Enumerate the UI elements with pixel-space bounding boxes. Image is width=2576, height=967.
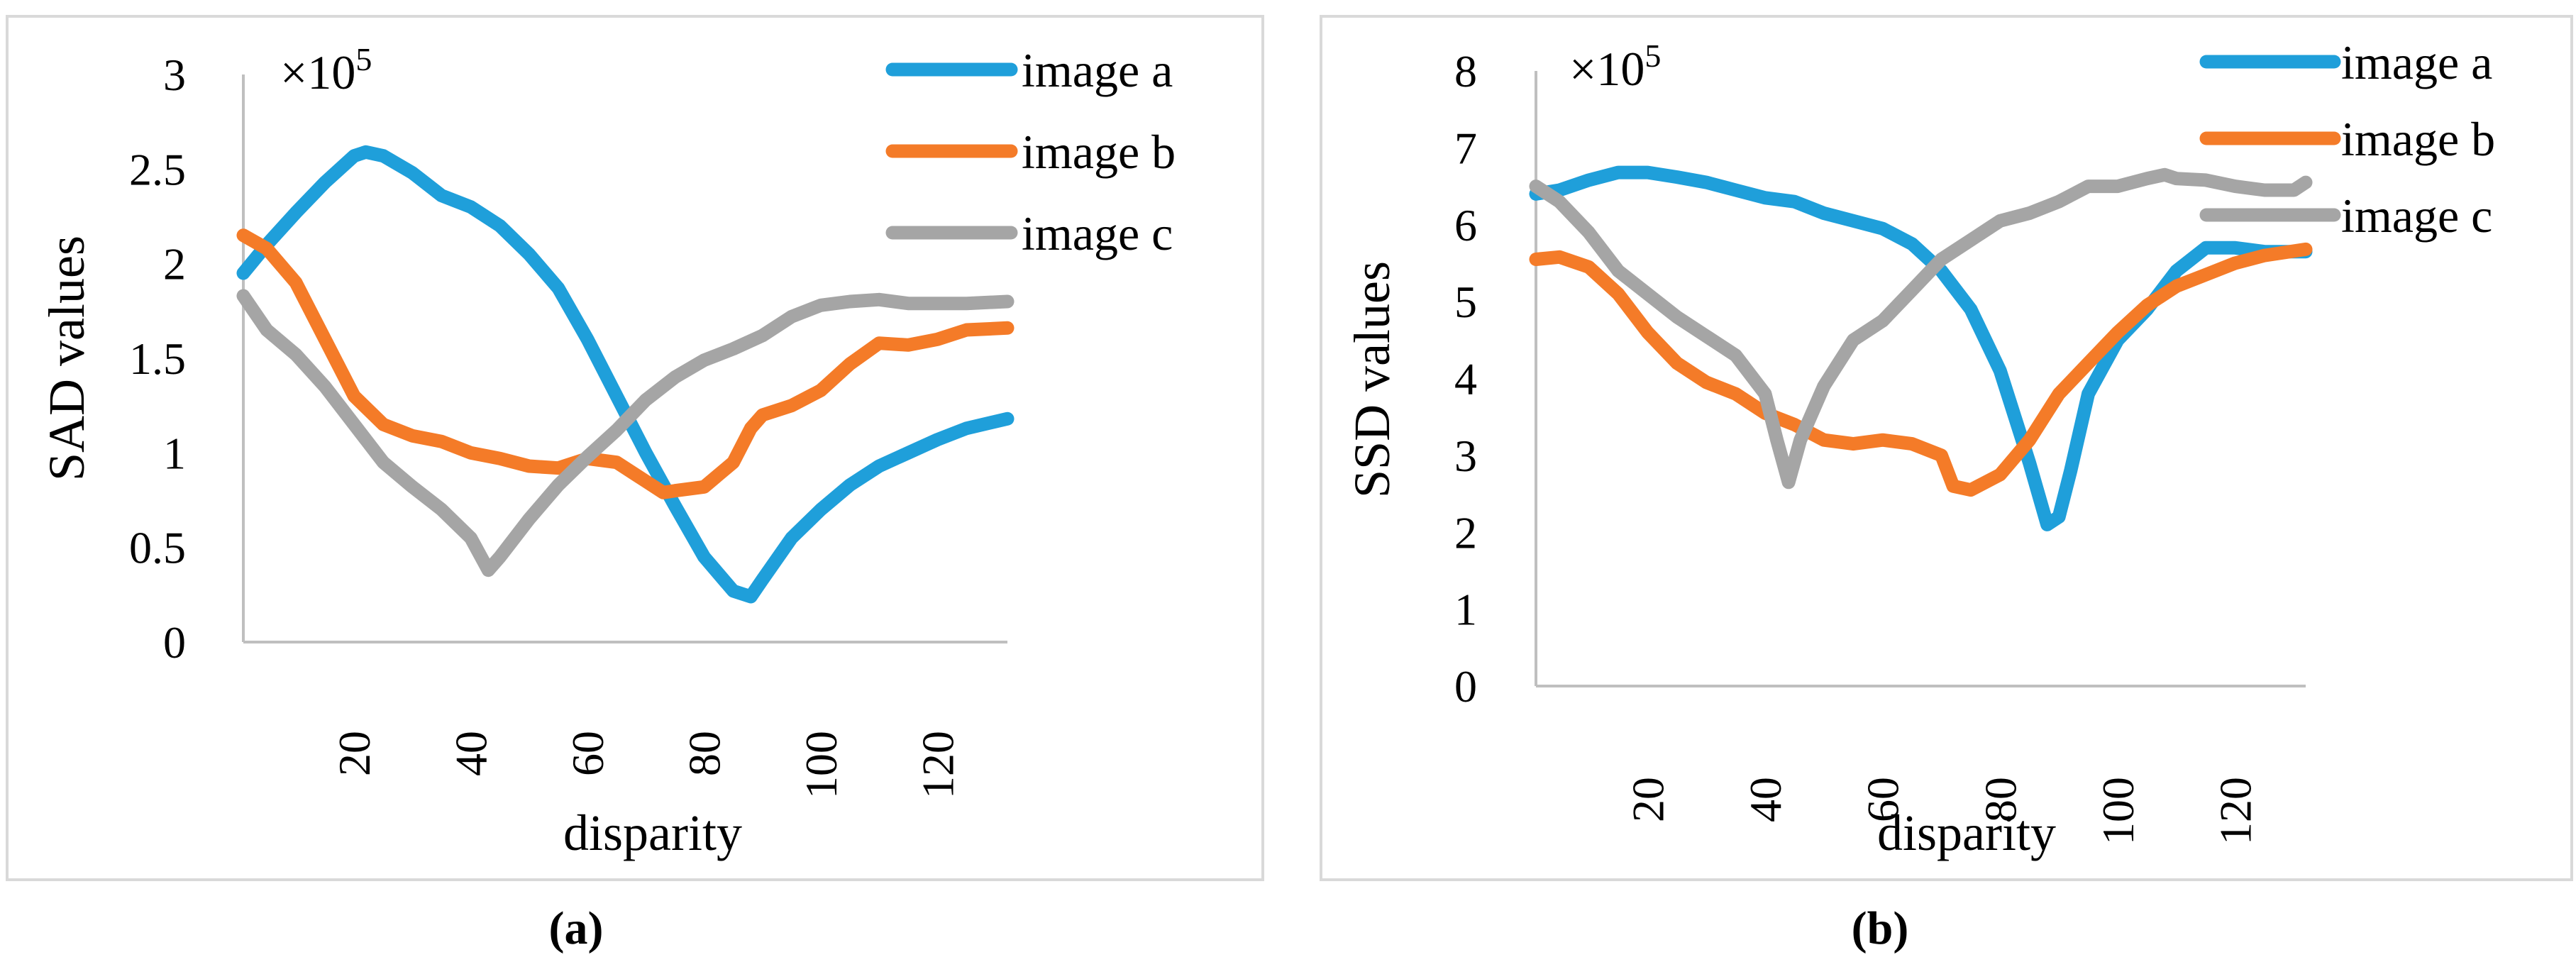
panel-b-x-tick-label: 60 [1858,777,1908,822]
panel-b-series-line-image-c [1529,167,2313,490]
panel-b-axes [1535,71,2306,687]
panel-a-x-tick-label: 40 [446,731,497,776]
panel-a-x-label: disparity [563,805,742,861]
panel-a-series-line-image-b [236,228,1015,499]
panel-b-legend-label-image-a: image a [2341,35,2492,89]
panel-a-multiplier-exponent: 5 [355,41,372,77]
panel-b-legend: image a image b image c [2199,35,2495,243]
panel-a-y-ticks: 0 0.5 1 1.5 2 2.5 3 [129,50,186,668]
panel-b-caption: (b) [1852,902,1909,954]
panel-a-x-tick-label: 80 [679,731,729,776]
panel-a-y-label: SAD values [38,236,95,481]
panel-a-multiplier: ×105 [280,41,372,99]
panel-a-x-tick-label: 20 [329,731,380,776]
panel-a-x-ticks: 20 40 60 80 100 120 [329,731,963,799]
panel-a-y-tick-label: 1.5 [129,333,186,384]
panel-b-y-tick-label: 2 [1454,507,1477,558]
panel-b-x-tick-label: 20 [1623,777,1673,822]
panel-b-x-ticks: 20 40 60 80 100 120 [1623,777,2260,845]
panel-b-x-tick-label: 80 [1975,777,2025,822]
panel-b-legend-label-image-c: image c [2341,189,2492,243]
panel-a-y-tick-label: 2.5 [129,144,186,194]
panel-a-x-tick-label: 120 [912,731,963,799]
panel-b-legend-label-image-b: image b [2341,112,2495,166]
panel-b-y-tick-label: 4 [1454,354,1477,404]
panel-a-y-tick-label: 0.5 [129,523,186,573]
panel-a-multiplier-prefix: ×10 [280,45,355,99]
panel-b-y-ticks: 0 1 2 3 4 5 6 7 8 [1454,46,1477,712]
panel-b-series-lines [1529,165,2313,531]
panel-b-y-tick-label: 7 [1454,123,1477,173]
panel-b-x-label: disparity [1877,805,2056,861]
panel-a-legend: image a image b image c [885,43,1176,260]
panel-b-multiplier-exponent: 5 [1644,38,1661,74]
panel-b-x-tick-label: 120 [2211,777,2261,845]
panel-a-legend-label-image-b: image b [1022,125,1176,179]
panel-a-series-line-image-c [236,289,1015,578]
panel-b-y-tick-label: 1 [1454,585,1477,635]
panel-b-series-line-image-b [1529,242,2313,497]
panel-a-y-tick-label: 2 [163,239,186,289]
panel-b-y-tick-label: 3 [1454,431,1477,481]
panel-a-caption: (a) [549,902,604,954]
panel-b-multiplier-prefix: ×10 [1569,42,1644,96]
panel-b-x-tick-label: 40 [1740,777,1791,822]
panel-a-axes [242,74,1007,643]
panel-a-series-lines [236,145,1015,604]
panel-b-y-label: SSD values [1344,261,1400,498]
panel-a-frame [6,15,1264,881]
panel-a-y-tick-label: 3 [163,50,186,100]
panel-b-y-tick-label: 6 [1454,200,1477,250]
panel-a: 0 0.5 1 1.5 2 2.5 3 20 40 60 80 100 120 ×105 SAD va… [6,15,1264,954]
panel-b-y-tick-label: 0 [1454,661,1477,712]
panel-a-legend-label-image-c: image c [1022,206,1173,260]
panel-a-x-tick-label: 60 [563,731,613,776]
panel-b-y-tick-label: 5 [1454,277,1477,327]
panel-a-series-line-image-a [236,145,1015,604]
panel-a-x-tick-label: 100 [796,731,846,799]
panel-b-multiplier: ×105 [1569,38,1661,96]
panel-a-y-tick-label: 0 [163,617,186,668]
panel-a-legend-label-image-a: image a [1022,43,1173,97]
panel-b-x-tick-label: 100 [2093,777,2143,845]
panel-a-y-tick-label: 1 [163,428,186,478]
panel-b-y-tick-label: 8 [1454,46,1477,96]
panel-b-frame [1320,15,2573,881]
